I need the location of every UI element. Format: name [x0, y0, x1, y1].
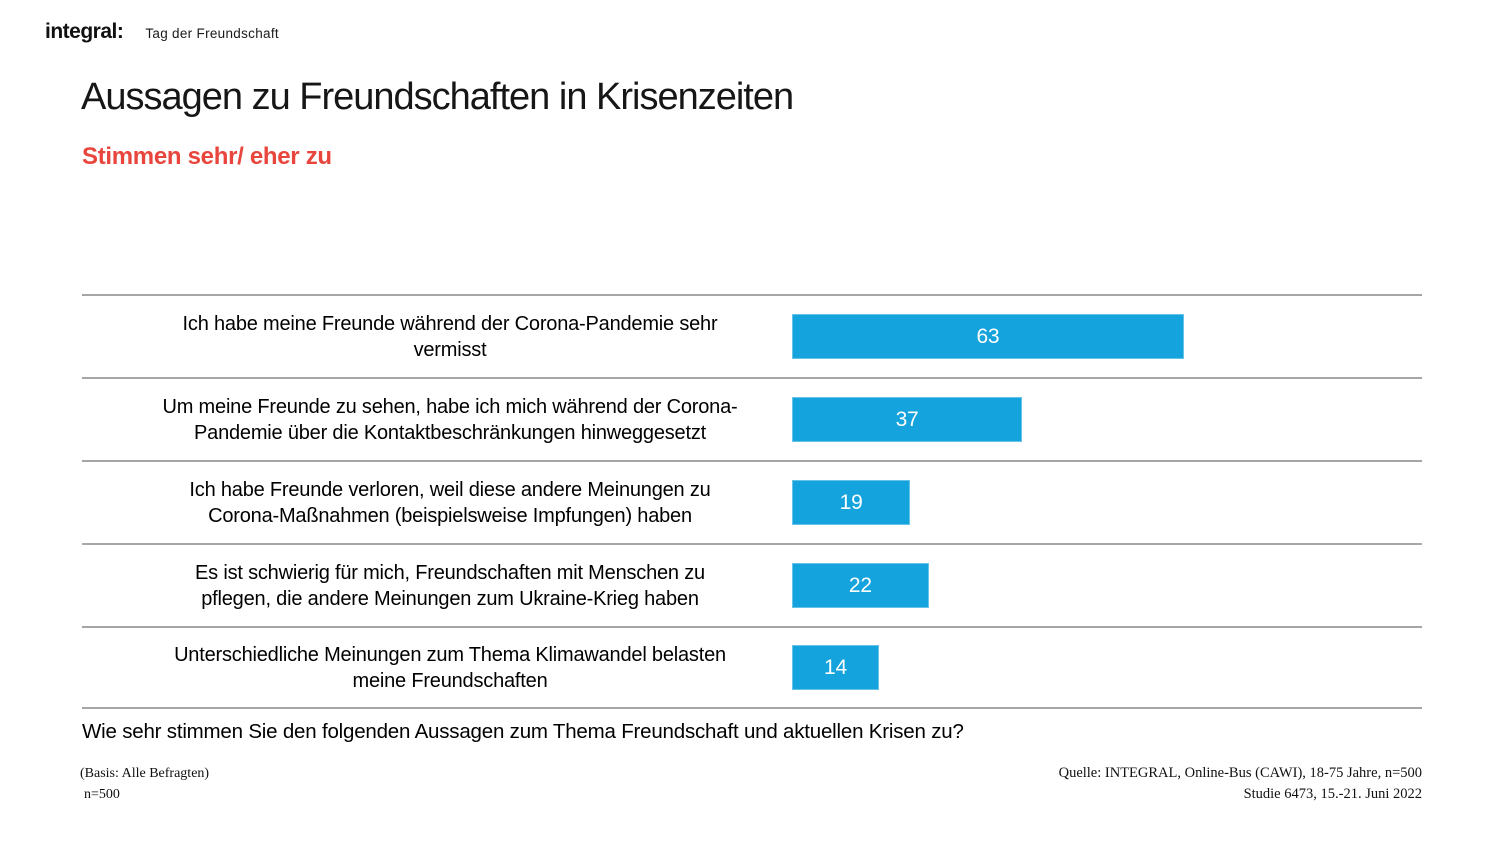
bar: 22 — [792, 563, 929, 608]
bar-value-label: 14 — [824, 655, 848, 679]
bar-track: 37 — [792, 379, 1414, 460]
row-label: Ich habe meine Freunde während der Coron… — [182, 312, 718, 361]
basis-line-2: n=500 — [84, 787, 120, 802]
bar: 63 — [792, 314, 1184, 359]
page-subtitle: Stimmen sehr/ eher zu — [82, 143, 332, 170]
bar-track: 63 — [792, 296, 1414, 377]
chart-row: Es ist schwierig für mich, Freundschafte… — [82, 543, 1422, 626]
source-line-2: Studie 6473, 15.-21. Juni 2022 — [1243, 786, 1422, 802]
event-label: Tag der Freundschaft — [145, 26, 279, 41]
bar: 19 — [792, 480, 911, 525]
bar-value-label: 22 — [848, 573, 872, 597]
chart-row: Unterschiedliche Meinungen zum Thema Kli… — [82, 626, 1422, 709]
page-title: Aussagen zu Freundschaften in Krisenzeit… — [81, 76, 794, 118]
row-label: Es ist schwierig für mich, Freundschafte… — [195, 561, 705, 610]
source-note: Quelle: INTEGRAL, Online-Bus (CAWI), 18-… — [1059, 763, 1422, 805]
bar: 37 — [792, 397, 1023, 442]
bar-chart: Ich habe meine Freunde während der Coron… — [82, 294, 1422, 709]
basis-note: (Basis: Alle Befragten) n=500 — [80, 763, 209, 805]
chart-row: Um meine Freunde zu sehen, habe ich mich… — [82, 377, 1422, 460]
chart-row: Ich habe Freunde verloren, weil diese an… — [82, 460, 1422, 543]
basis-line-1: (Basis: Alle Befragten) — [80, 766, 210, 781]
bar-track: 19 — [792, 462, 1414, 543]
survey-question: Wie sehr stimmen Sie den folgenden Aussa… — [82, 720, 964, 743]
source-line-1: Quelle: INTEGRAL, Online-Bus (CAWI), 18-… — [1058, 765, 1422, 781]
bar-track: 22 — [792, 545, 1414, 626]
bar: 14 — [792, 645, 880, 690]
bar-value-label: 63 — [976, 324, 1000, 348]
integral-logo: integral: — [45, 20, 124, 43]
brand-bar: integral: Tag der Freundschaft — [45, 20, 279, 44]
bar-value-label: 19 — [839, 490, 863, 514]
bar-track: 14 — [792, 628, 1414, 707]
row-label: Ich habe Freunde verloren, weil diese an… — [189, 478, 711, 527]
chart-rows: Ich habe meine Freunde während der Coron… — [82, 294, 1422, 709]
row-label: Um meine Freunde zu sehen, habe ich mich… — [162, 395, 738, 444]
chart-row: Ich habe meine Freunde während der Coron… — [82, 294, 1422, 377]
row-label: Unterschiedliche Meinungen zum Thema Kli… — [174, 643, 726, 692]
bar-value-label: 37 — [895, 407, 919, 431]
